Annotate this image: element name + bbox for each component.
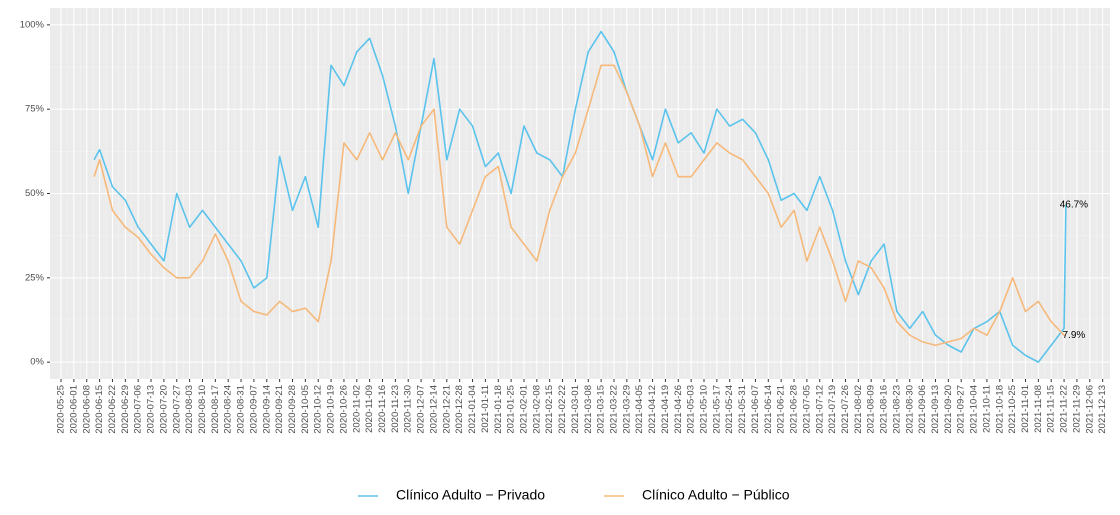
- x-tick-label: 2020-11-02: [351, 385, 362, 433]
- x-tick-label: 2021-06-14: [763, 385, 774, 434]
- x-tick-label: 2021-05-24: [724, 385, 735, 434]
- x-tick-label: 2021-10-25: [1007, 385, 1018, 434]
- legend-label: Clínico Adulto − Público: [642, 487, 790, 503]
- x-tick-label: 2021-04-26: [673, 385, 684, 434]
- x-tick-label: 2020-06-01: [68, 385, 79, 434]
- x-tick-label: 2021-05-10: [699, 385, 710, 434]
- y-tick-label: 100%: [20, 19, 45, 30]
- x-tick-label: 2021-09-27: [956, 385, 967, 434]
- x-tick-label: 2020-09-28: [287, 385, 298, 434]
- series-line: [93, 30, 1067, 363]
- x-tick-label: 2020-10-05: [300, 385, 311, 434]
- x-tick-label: 2020-08-10: [197, 385, 208, 434]
- x-tick-label: 2020-12-21: [441, 385, 452, 434]
- x-tick-label: 2020-11-09: [364, 385, 375, 433]
- x-tick-label: 2020-09-07: [248, 385, 259, 434]
- x-tick-label: 2021-02-08: [531, 385, 542, 434]
- series-line: [93, 64, 1067, 347]
- x-tick-label: 2021-05-17: [711, 385, 722, 434]
- x-tick-label: 2021-01-04: [467, 385, 478, 434]
- x-tick-label: 2021-02-01: [518, 385, 529, 434]
- x-tick-label: 2020-07-13: [146, 385, 157, 434]
- x-tick-label: 2021-01-25: [506, 385, 517, 434]
- annotation: 46.7%: [1060, 199, 1088, 210]
- x-tick-label: 2020-12-07: [416, 385, 427, 434]
- x-tick-label: 2020-07-27: [171, 385, 182, 434]
- x-tick-label: 2021-12-13: [1097, 385, 1108, 434]
- x-tick-label: 2020-11-30: [403, 385, 414, 433]
- x-tick-label: 2021-05-03: [686, 385, 697, 434]
- x-tick-label: 2020-08-17: [210, 385, 221, 434]
- x-tick-label: 2020-12-14: [428, 385, 439, 434]
- x-tick-label: 2021-11-15: [1046, 385, 1057, 433]
- x-tick-label: 2020-11-23: [390, 385, 401, 433]
- x-tick-label: 2020-11-16: [377, 385, 388, 433]
- x-tick-label: 2021-10-04: [969, 385, 980, 434]
- x-tick-label: 2021-07-05: [801, 385, 812, 434]
- x-tick-label: 2021-08-30: [904, 385, 915, 434]
- x-tick-label: 2020-12-28: [454, 385, 465, 434]
- x-tick-label: 2021-04-19: [660, 385, 671, 434]
- x-tick-label: 2020-09-14: [261, 385, 272, 434]
- x-tick-label: 2021-11-01: [1020, 385, 1031, 433]
- x-tick-label: 2020-05-25: [56, 385, 67, 434]
- x-tick-label: 2021-07-12: [814, 385, 825, 434]
- x-tick-label: 2021-10-18: [994, 385, 1005, 434]
- x-tick-label: 2020-07-20: [158, 385, 169, 434]
- x-tick-label: 2021-09-06: [917, 385, 928, 434]
- y-tick-label: 50%: [25, 188, 45, 199]
- x-tick-label: 2020-08-31: [236, 385, 247, 434]
- x-tick-label: 2021-06-21: [776, 385, 787, 434]
- x-tick-label: 2020-06-15: [94, 385, 105, 434]
- annotation: 7.9%: [1063, 330, 1086, 341]
- x-tick-label: 2021-07-26: [840, 385, 851, 434]
- x-tick-label: 2020-10-19: [326, 385, 337, 434]
- x-tick-label: 2020-07-06: [133, 385, 144, 434]
- x-tick-label: 2021-06-28: [789, 385, 800, 434]
- x-tick-label: 2021-01-11: [480, 385, 491, 433]
- x-tick-label: 2021-03-29: [621, 385, 632, 434]
- x-tick-label: 2021-12-06: [1084, 385, 1095, 434]
- x-tick-label: 2021-08-23: [891, 385, 902, 434]
- x-tick-label: 2021-11-22: [1059, 385, 1070, 433]
- y-tick-label: 25%: [25, 272, 45, 283]
- x-tick-label: 2021-08-09: [866, 385, 877, 434]
- x-tick-label: 2020-09-21: [274, 385, 285, 434]
- x-tick-label: 2021-04-12: [647, 385, 658, 434]
- x-tick-label: 2021-11-29: [1071, 385, 1082, 433]
- x-tick-label: 2020-06-08: [81, 385, 92, 434]
- x-tick-label: 2021-05-31: [737, 385, 748, 434]
- x-tick-label: 2020-10-26: [338, 385, 349, 434]
- x-tick-label: 2021-11-08: [1033, 385, 1044, 433]
- x-tick-label: 2020-10-12: [313, 385, 324, 434]
- x-tick-label: 2021-06-07: [750, 385, 761, 434]
- x-tick-label: 2020-08-03: [184, 385, 195, 434]
- x-tick-label: 2021-03-15: [596, 385, 607, 434]
- x-tick-label: 2020-06-29: [120, 385, 131, 434]
- x-tick-label: 2021-09-20: [943, 385, 954, 434]
- x-tick-label: 2021-03-08: [583, 385, 594, 434]
- x-tick-label: 2021-03-22: [609, 385, 620, 434]
- x-tick-label: 2021-07-19: [827, 385, 838, 434]
- x-tick-label: 2020-08-24: [223, 385, 234, 434]
- legend-label: Clínico Adulto − Privado: [396, 487, 545, 503]
- y-tick-label: 75%: [25, 104, 45, 115]
- x-tick-label: 2021-09-13: [930, 385, 941, 434]
- x-tick-label: 2021-02-22: [557, 385, 568, 434]
- x-tick-label: 2021-08-02: [853, 385, 864, 434]
- x-tick-label: 2021-02-15: [544, 385, 555, 434]
- x-tick-label: 2021-01-18: [493, 385, 504, 434]
- x-tick-label: 2021-10-11: [981, 385, 992, 433]
- y-tick-label: 0%: [30, 357, 44, 368]
- x-tick-label: 2021-03-01: [570, 385, 581, 434]
- x-tick-label: 2021-04-05: [634, 385, 645, 434]
- x-tick-label: 2020-06-22: [107, 385, 118, 434]
- x-tick-label: 2021-08-16: [879, 385, 890, 434]
